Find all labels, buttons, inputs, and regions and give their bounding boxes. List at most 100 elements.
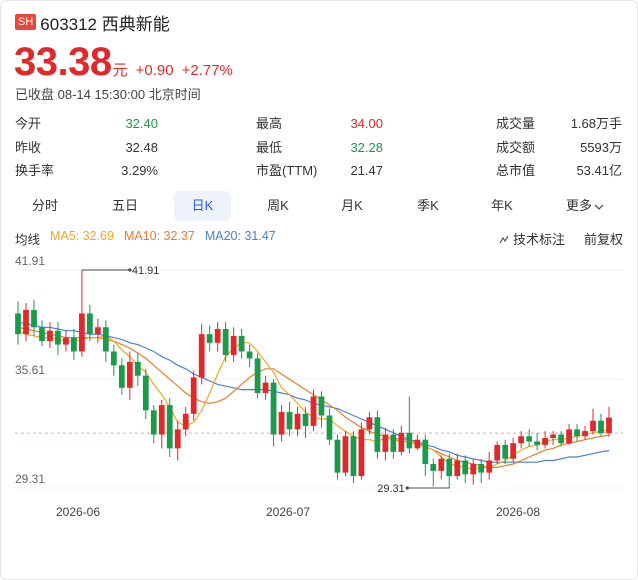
candle-body bbox=[63, 337, 69, 345]
stat-value: 32.28 bbox=[350, 139, 383, 155]
candle-body bbox=[182, 413, 189, 430]
candle-body bbox=[270, 382, 277, 435]
stat-label: 市盈(TTM) bbox=[256, 163, 318, 178]
candle-body bbox=[142, 375, 149, 411]
candle-body bbox=[606, 417, 612, 434]
stat-label: 换手率 bbox=[15, 163, 55, 178]
x-tick-label: 2026-07 bbox=[266, 505, 310, 519]
candle-body bbox=[102, 327, 109, 352]
current-price: 33.38 bbox=[14, 40, 112, 84]
candle-body bbox=[71, 337, 77, 352]
candle-body bbox=[214, 328, 221, 343]
candle-body bbox=[39, 327, 45, 342]
candle-body bbox=[366, 417, 373, 430]
high-label: 41.91 bbox=[132, 265, 160, 277]
low-label: 29.31 bbox=[377, 483, 405, 495]
candle-body bbox=[198, 334, 205, 378]
candle-body bbox=[87, 313, 93, 335]
tab-weekly-k[interactable]: 周K bbox=[267, 198, 289, 213]
stat-label: 今开 bbox=[15, 116, 42, 131]
candle-body bbox=[566, 429, 572, 444]
stat-label: 成交量 bbox=[496, 116, 536, 131]
candle-body bbox=[238, 335, 245, 352]
candle-body bbox=[438, 458, 445, 471]
stat-label: 成交额 bbox=[496, 139, 536, 155]
candle-body bbox=[286, 412, 293, 430]
chevron-down-icon bbox=[594, 204, 604, 210]
tab-more-label: 更多 bbox=[565, 198, 592, 213]
candle-body bbox=[79, 313, 85, 352]
tab-yearly-k[interactable]: 年K bbox=[491, 198, 513, 213]
candle-body bbox=[55, 330, 61, 345]
stat-label: 最低 bbox=[256, 139, 283, 155]
candle-body bbox=[47, 330, 53, 342]
candle-body bbox=[254, 358, 261, 394]
candle-body bbox=[342, 436, 349, 473]
candle-body bbox=[542, 437, 548, 445]
stats-col-3: 成交量 1.68万手 成交额 5593万 总市值 53.41亿 bbox=[496, 112, 622, 183]
adjust-mode-button[interactable]: 前复权 bbox=[584, 232, 624, 247]
tab-quarterly-k[interactable]: 季K bbox=[417, 198, 439, 213]
technical-annotation-button[interactable]: 技术标注 bbox=[499, 229, 565, 248]
candle-body bbox=[526, 436, 533, 442]
ma10-value: MA10: 32.37 bbox=[123, 229, 195, 243]
period-tabs: 分时 五日 日K 周K 月K 季K 年K 更多 bbox=[15, 191, 627, 221]
low-marker-dot bbox=[405, 486, 409, 490]
candle-body bbox=[294, 413, 301, 430]
candle-body bbox=[310, 396, 317, 426]
stat-value: 53.41亿 bbox=[576, 163, 622, 178]
tab-daily-k[interactable]: 日K bbox=[174, 191, 231, 221]
candle-body bbox=[430, 463, 437, 471]
stat-value: 34.00 bbox=[350, 116, 383, 131]
ma20-value: MA20: 31.47 bbox=[204, 229, 276, 243]
tab-more[interactable]: 更多 bbox=[555, 191, 615, 221]
stat-label: 昨收 bbox=[15, 139, 42, 155]
candle-body bbox=[598, 420, 604, 434]
candle-body bbox=[462, 460, 469, 475]
candle-body bbox=[150, 410, 157, 435]
ma5-value: MA5: 32.69 bbox=[50, 229, 114, 243]
y-tick-label: 41.91 bbox=[15, 254, 45, 268]
annotation-icon bbox=[499, 235, 509, 244]
candle-body bbox=[174, 429, 181, 449]
stat-value: 1.68万手 bbox=[570, 116, 622, 131]
candle-body bbox=[334, 439, 341, 473]
tab-5day[interactable]: 五日 bbox=[111, 198, 138, 213]
stock-header: SH 603312 西典新能 bbox=[15, 11, 170, 34]
ma-legend: 均线 MA5: 32.69 MA10: 32.37 MA20: 31.47 bbox=[15, 229, 276, 248]
candle-body bbox=[326, 415, 333, 440]
stats-col-1: 今开 32.40 昨收 32.48 换手率 3.29% bbox=[15, 112, 158, 183]
candle-body bbox=[158, 405, 165, 435]
technical-annotation-label: 技术标注 bbox=[513, 232, 566, 247]
tab-intraday[interactable]: 分时 bbox=[31, 198, 58, 213]
candle-body bbox=[118, 365, 125, 388]
candle-body bbox=[470, 463, 477, 475]
price-unit: 元 bbox=[112, 62, 128, 79]
x-tick-label: 2026-06 bbox=[56, 505, 100, 519]
stat-value: 3.29% bbox=[121, 163, 158, 178]
candle-body bbox=[278, 412, 285, 435]
price-row: 33.38 元 +0.90 +2.77% bbox=[14, 40, 233, 84]
candle-body bbox=[478, 463, 485, 473]
candle-body bbox=[558, 434, 564, 444]
candle-body bbox=[582, 431, 588, 437]
candle-body bbox=[262, 382, 269, 394]
market-badge: SH bbox=[15, 14, 37, 30]
stock-code-name: 603312 西典新能 bbox=[40, 14, 170, 34]
candle-body bbox=[23, 309, 29, 335]
candle-body bbox=[318, 396, 325, 416]
candle-body bbox=[390, 434, 397, 452]
candle-body bbox=[502, 444, 509, 459]
candle-body bbox=[358, 429, 365, 477]
candle-body bbox=[15, 313, 21, 335]
stat-label: 最高 bbox=[256, 116, 283, 131]
candle-body bbox=[574, 429, 580, 437]
candle-body bbox=[31, 309, 37, 328]
tab-monthly-k[interactable]: 月K bbox=[341, 198, 363, 213]
candle-body bbox=[302, 413, 309, 426]
candle-body bbox=[534, 441, 540, 445]
candle-body bbox=[166, 405, 173, 449]
x-tick-label: 2026-08 bbox=[496, 505, 540, 519]
candle-body bbox=[126, 361, 133, 388]
candle-body bbox=[222, 328, 229, 355]
